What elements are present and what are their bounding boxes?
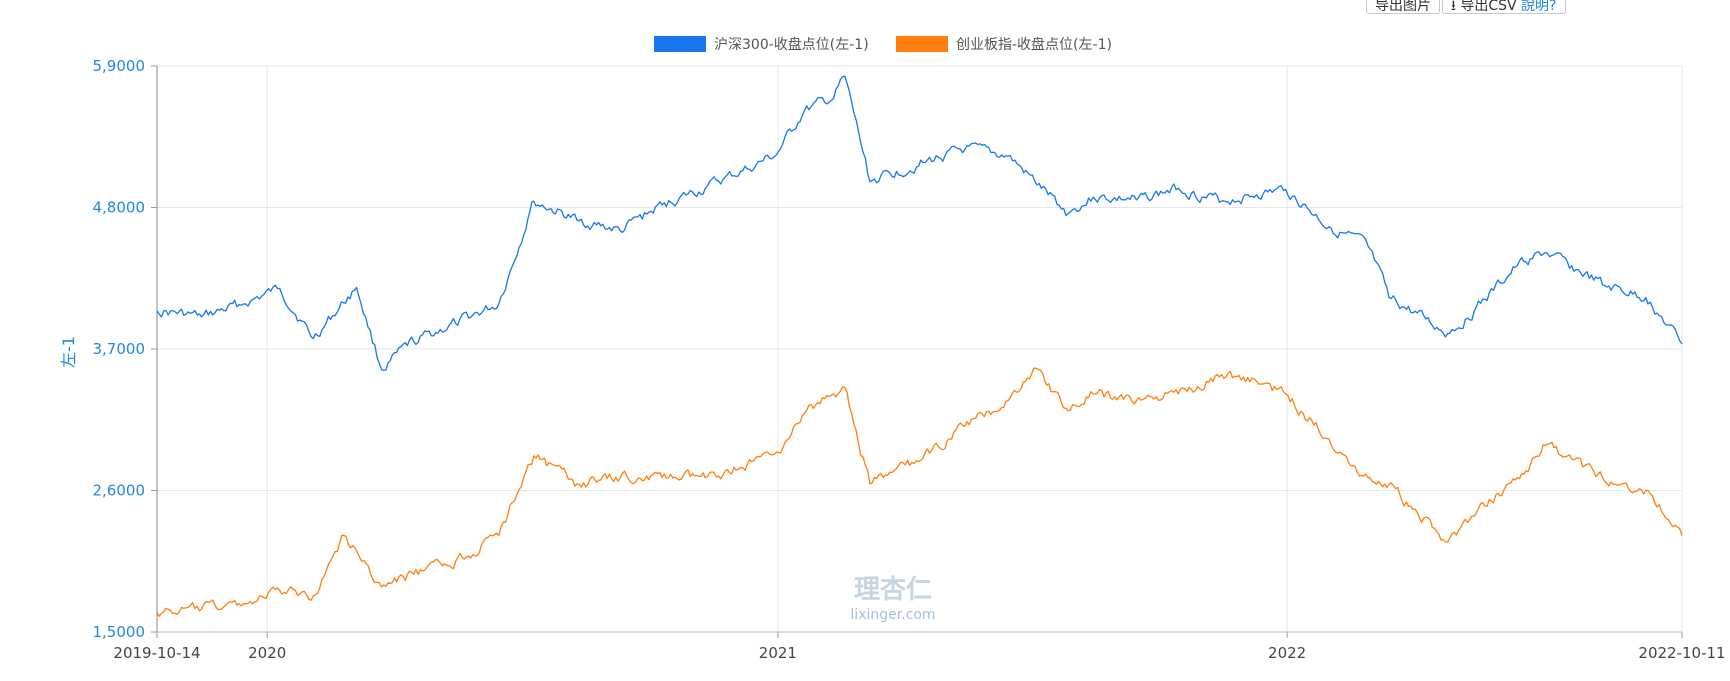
download-icon: ⭳ [1451, 0, 1456, 14]
x-tick-label: 2022-10-11 [1638, 644, 1725, 662]
watermark-name: 理杏仁 [854, 575, 932, 605]
legend-swatch-series-2[interactable] [896, 36, 948, 52]
x-tick-label: 2020 [248, 644, 286, 662]
y-tick-label: 2,6000 [93, 482, 146, 500]
y-tick-label: 4,8000 [93, 199, 146, 217]
y-axis-label: 左-1 [59, 336, 78, 368]
export-csv-button[interactable]: ⭳ 导出CSV 說明? [1442, 0, 1566, 14]
export-image-label: 导出图片 [1375, 0, 1431, 14]
y-tick-label: 5,9000 [93, 57, 146, 75]
x-tick-label: 2022 [1268, 644, 1306, 662]
y-tick-label: 3,7000 [93, 340, 146, 358]
series-line-2[interactable] [156, 367, 1683, 617]
watermark-site: lixinger.com [850, 607, 935, 623]
legend: 沪深300-收盘点位(左-1) 创业板指-收盘点位(左-1) [654, 36, 1112, 53]
x-tick-label: 2021 [759, 644, 797, 662]
axes [156, 66, 1682, 633]
legend-label-series-1[interactable]: 沪深300-收盘点位(左-1) [714, 36, 869, 53]
series-line-1[interactable] [156, 75, 1683, 371]
x-axis-ticks: 2019-10-14 2020 2021 2022 2022-10-11 [113, 632, 1726, 662]
export-csv-label: 导出CSV [1460, 0, 1517, 14]
y-tick-label: 1,5000 [93, 623, 146, 641]
legend-swatch-series-1[interactable] [654, 36, 706, 52]
grid-lines [157, 65, 1683, 633]
legend-label-series-2[interactable]: 创业板指-收盘点位(左-1) [956, 36, 1112, 53]
export-image-button[interactable]: 导出图片 [1366, 0, 1440, 14]
series-layer [156, 75, 1683, 617]
watermark-logo: 理杏仁 lixinger.com [850, 575, 935, 623]
help-link[interactable]: 說明? [1521, 0, 1557, 14]
y-axis-ticks: 1,5000 2,6000 3,7000 4,8000 5,9000 [93, 57, 157, 641]
x-tick-label: 2019-10-14 [113, 644, 200, 662]
